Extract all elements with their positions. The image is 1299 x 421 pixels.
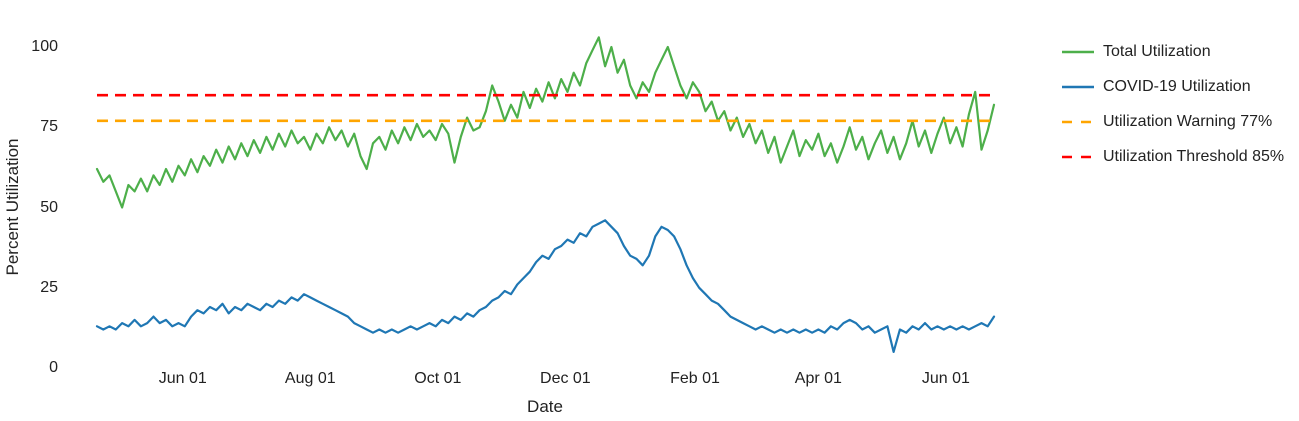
y-tick-label: 25 (40, 278, 58, 296)
legend-label: Utilization Warning 77% (1103, 112, 1273, 130)
legend-label: COVID-19 Utilization (1103, 77, 1251, 95)
legend-item-utilization-warning[interactable]: Utilization Warning 77% (1062, 104, 1284, 139)
x-tick-label: Oct 01 (414, 370, 462, 387)
y-tick-label: 50 (40, 198, 58, 216)
legend-label: Total Utilization (1103, 42, 1211, 60)
legend-swatch-utilization-threshold (1062, 155, 1094, 158)
y-tick-label: 75 (40, 118, 58, 136)
legend-item-covid-utilization[interactable]: COVID-19 Utilization (1062, 69, 1284, 104)
legend-swatch-covid-utilization (1062, 85, 1094, 88)
legend-label: Utilization Threshold 85% (1103, 147, 1285, 165)
legend: Total Utilization COVID-19 Utilization Uti… (1062, 34, 1284, 174)
y-tick-label: 100 (31, 38, 58, 55)
x-tick-label: Apr 01 (794, 370, 842, 387)
covid-utilization-line (95, 219, 996, 353)
x-tick-label: Jun 01 (158, 370, 207, 387)
x-tick-label: Dec 01 (540, 370, 591, 387)
total-utilization-line (95, 36, 996, 209)
x-tick-label: Jun 01 (921, 370, 970, 387)
x-axis-title: Date (527, 397, 563, 416)
legend-swatch-utilization-warning (1062, 120, 1094, 123)
x-tick-label: Feb 01 (670, 370, 720, 387)
x-tick-label: Aug 01 (284, 370, 336, 387)
legend-item-total-utilization[interactable]: Total Utilization (1062, 34, 1284, 69)
legend-item-utilization-threshold[interactable]: Utilization Threshold 85% (1062, 139, 1284, 174)
legend-swatch-total-utilization (1062, 50, 1094, 53)
y-tick-label: 0 (49, 359, 58, 376)
y-axis-title: Percent Utilization (3, 138, 22, 276)
